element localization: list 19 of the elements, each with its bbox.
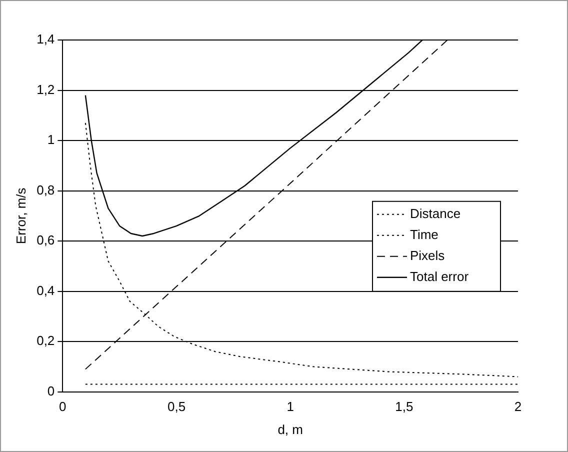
x-tick-label: 0,5 bbox=[167, 399, 186, 414]
x-tick-label: 2 bbox=[514, 399, 522, 414]
y-tick-label: 0,6 bbox=[36, 232, 55, 248]
y-tick-label: 0 bbox=[47, 383, 55, 398]
y-tick-label: 1,4 bbox=[36, 32, 55, 47]
y-tick-label: 0,4 bbox=[36, 282, 55, 298]
x-tick-label: 1,5 bbox=[395, 399, 414, 414]
y-axis-title: Error, m/s bbox=[13, 187, 28, 244]
legend-label: Distance bbox=[410, 206, 461, 221]
legend-label: Time bbox=[410, 226, 438, 242]
y-tick-label: 0,8 bbox=[36, 182, 55, 198]
y-tick-label: 1,2 bbox=[36, 82, 55, 97]
x-tick-label: 1 bbox=[286, 399, 294, 414]
legend-label: Pixels bbox=[410, 248, 446, 263]
legend-label: Total error bbox=[410, 268, 470, 284]
y-tick-label: 0,2 bbox=[36, 333, 55, 348]
x-tick-label: 0 bbox=[59, 399, 66, 414]
y-tick-label: 1 bbox=[47, 132, 55, 148]
x-axis-title: d, m bbox=[278, 422, 303, 437]
